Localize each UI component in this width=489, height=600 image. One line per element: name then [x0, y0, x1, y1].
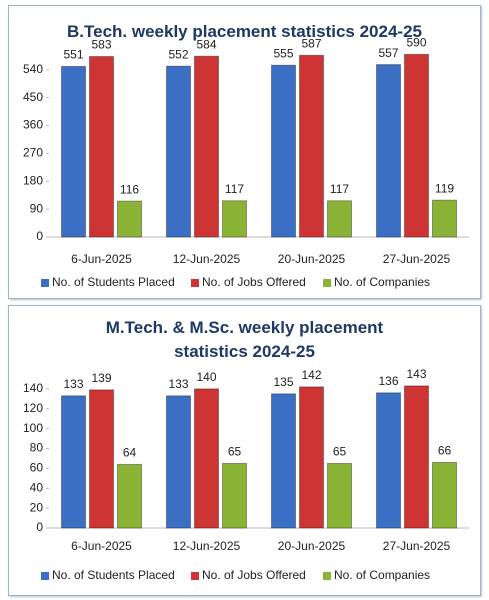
legend-label: No. of Companies: [334, 275, 430, 289]
data-label: 143: [406, 367, 426, 381]
y-tick-label: 270: [23, 146, 43, 160]
y-tick-label: 40: [30, 480, 44, 494]
x-tick-label: 20-Jun-2025: [278, 539, 346, 553]
x-tick-label: 6-Jun-2025: [71, 539, 132, 553]
chart-title: B.Tech. weekly placement statistics 2024…: [67, 22, 422, 41]
bar: [222, 462, 247, 529]
y-tick-label: 100: [23, 421, 43, 435]
data-label: 119: [435, 181, 454, 195]
data-label: 133: [63, 377, 83, 391]
bar: [61, 65, 86, 238]
bar: [376, 64, 401, 238]
legend-label: No. of Students Placed: [52, 275, 175, 289]
legend-swatch: [41, 279, 49, 287]
legend-swatch: [191, 572, 199, 580]
chart-panel: 0 90 180 270 360 450 540 6-Jun-2025 551 583 116 12-…: [8, 5, 481, 299]
data-label: 140: [196, 370, 216, 384]
legend-label: No. of Jobs Offered: [202, 568, 306, 582]
bar: [194, 55, 219, 238]
legend-label: No. of Companies: [334, 568, 430, 582]
y-tick-label: 80: [30, 441, 44, 455]
data-label: 65: [333, 445, 347, 459]
data-label: 135: [273, 375, 293, 389]
bar: [166, 395, 191, 529]
bar: [271, 64, 296, 238]
data-label: 64: [123, 446, 137, 460]
bar: [299, 54, 324, 238]
legend-swatch: [323, 279, 331, 287]
chart-panel: 0 20 40 60 80 100 120 140 6-Jun-2025 133 139 64 12-J…: [8, 305, 481, 596]
y-tick-label: 360: [23, 118, 43, 132]
chart-title: M.Tech. & M.Sc. weekly placement statist…: [105, 318, 384, 361]
data-label: 117: [330, 182, 349, 196]
y-tick-label: 20: [30, 500, 44, 514]
data-label: 139: [91, 371, 111, 385]
data-label: 136: [378, 374, 398, 388]
y-tick-label: 120: [23, 401, 43, 415]
chart: 0 90 180 270 360 450 540 6-Jun-2025 551 583 116 12-…: [23, 36, 469, 289]
y-tick-label: 0: [36, 520, 43, 534]
data-label: 557: [378, 46, 398, 60]
bar: [327, 200, 352, 238]
legend-label: No. of Students Placed: [52, 568, 175, 582]
data-label: 142: [301, 368, 321, 382]
bar: [117, 463, 142, 529]
bar: [404, 53, 429, 238]
x-tick-label: 27-Jun-2025: [383, 539, 451, 553]
data-label: 587: [301, 36, 321, 50]
data-label: 551: [63, 48, 83, 62]
y-tick-label: 180: [23, 173, 43, 187]
y-tick-label: 450: [23, 90, 43, 104]
data-label: 583: [91, 38, 111, 52]
x-tick-label: 27-Jun-2025: [383, 252, 451, 266]
data-label: 552: [168, 47, 188, 61]
x-tick-label: 6-Jun-2025: [71, 252, 132, 266]
y-tick-label: 0: [36, 229, 43, 243]
bar: [117, 200, 142, 238]
y-tick-label: 60: [30, 461, 44, 475]
bar: [222, 200, 247, 238]
bar: [89, 56, 114, 238]
bar: [194, 388, 219, 529]
bar: [299, 386, 324, 529]
bar: [376, 392, 401, 529]
data-label: 66: [438, 444, 452, 458]
data-label: 117: [225, 182, 244, 196]
x-tick-label: 12-Jun-2025: [173, 252, 241, 266]
legend-swatch: [323, 572, 331, 580]
legend-swatch: [191, 279, 199, 287]
x-tick-label: 20-Jun-2025: [278, 252, 346, 266]
y-tick-label: 140: [23, 381, 43, 395]
bar: [432, 199, 457, 238]
legend-label: No. of Jobs Offered: [202, 275, 306, 289]
data-label: 116: [120, 182, 139, 196]
bar: [432, 461, 457, 529]
legend-swatch: [41, 572, 49, 580]
data-label: 65: [228, 445, 242, 459]
bar: [271, 393, 296, 529]
bar: [89, 389, 114, 529]
y-tick-label: 90: [30, 201, 44, 215]
bar: [404, 385, 429, 529]
bar: [166, 65, 191, 238]
data-label: 590: [406, 36, 426, 50]
x-tick-label: 12-Jun-2025: [173, 539, 241, 553]
chart: 0 20 40 60 80 100 120 140 6-Jun-2025 133 139 64 12-J…: [23, 367, 469, 582]
data-label: 584: [196, 37, 216, 51]
bar: [61, 395, 86, 529]
y-tick-label: 540: [23, 62, 43, 76]
data-label: 133: [168, 377, 188, 391]
bar: [327, 462, 352, 529]
data-label: 555: [273, 46, 293, 60]
